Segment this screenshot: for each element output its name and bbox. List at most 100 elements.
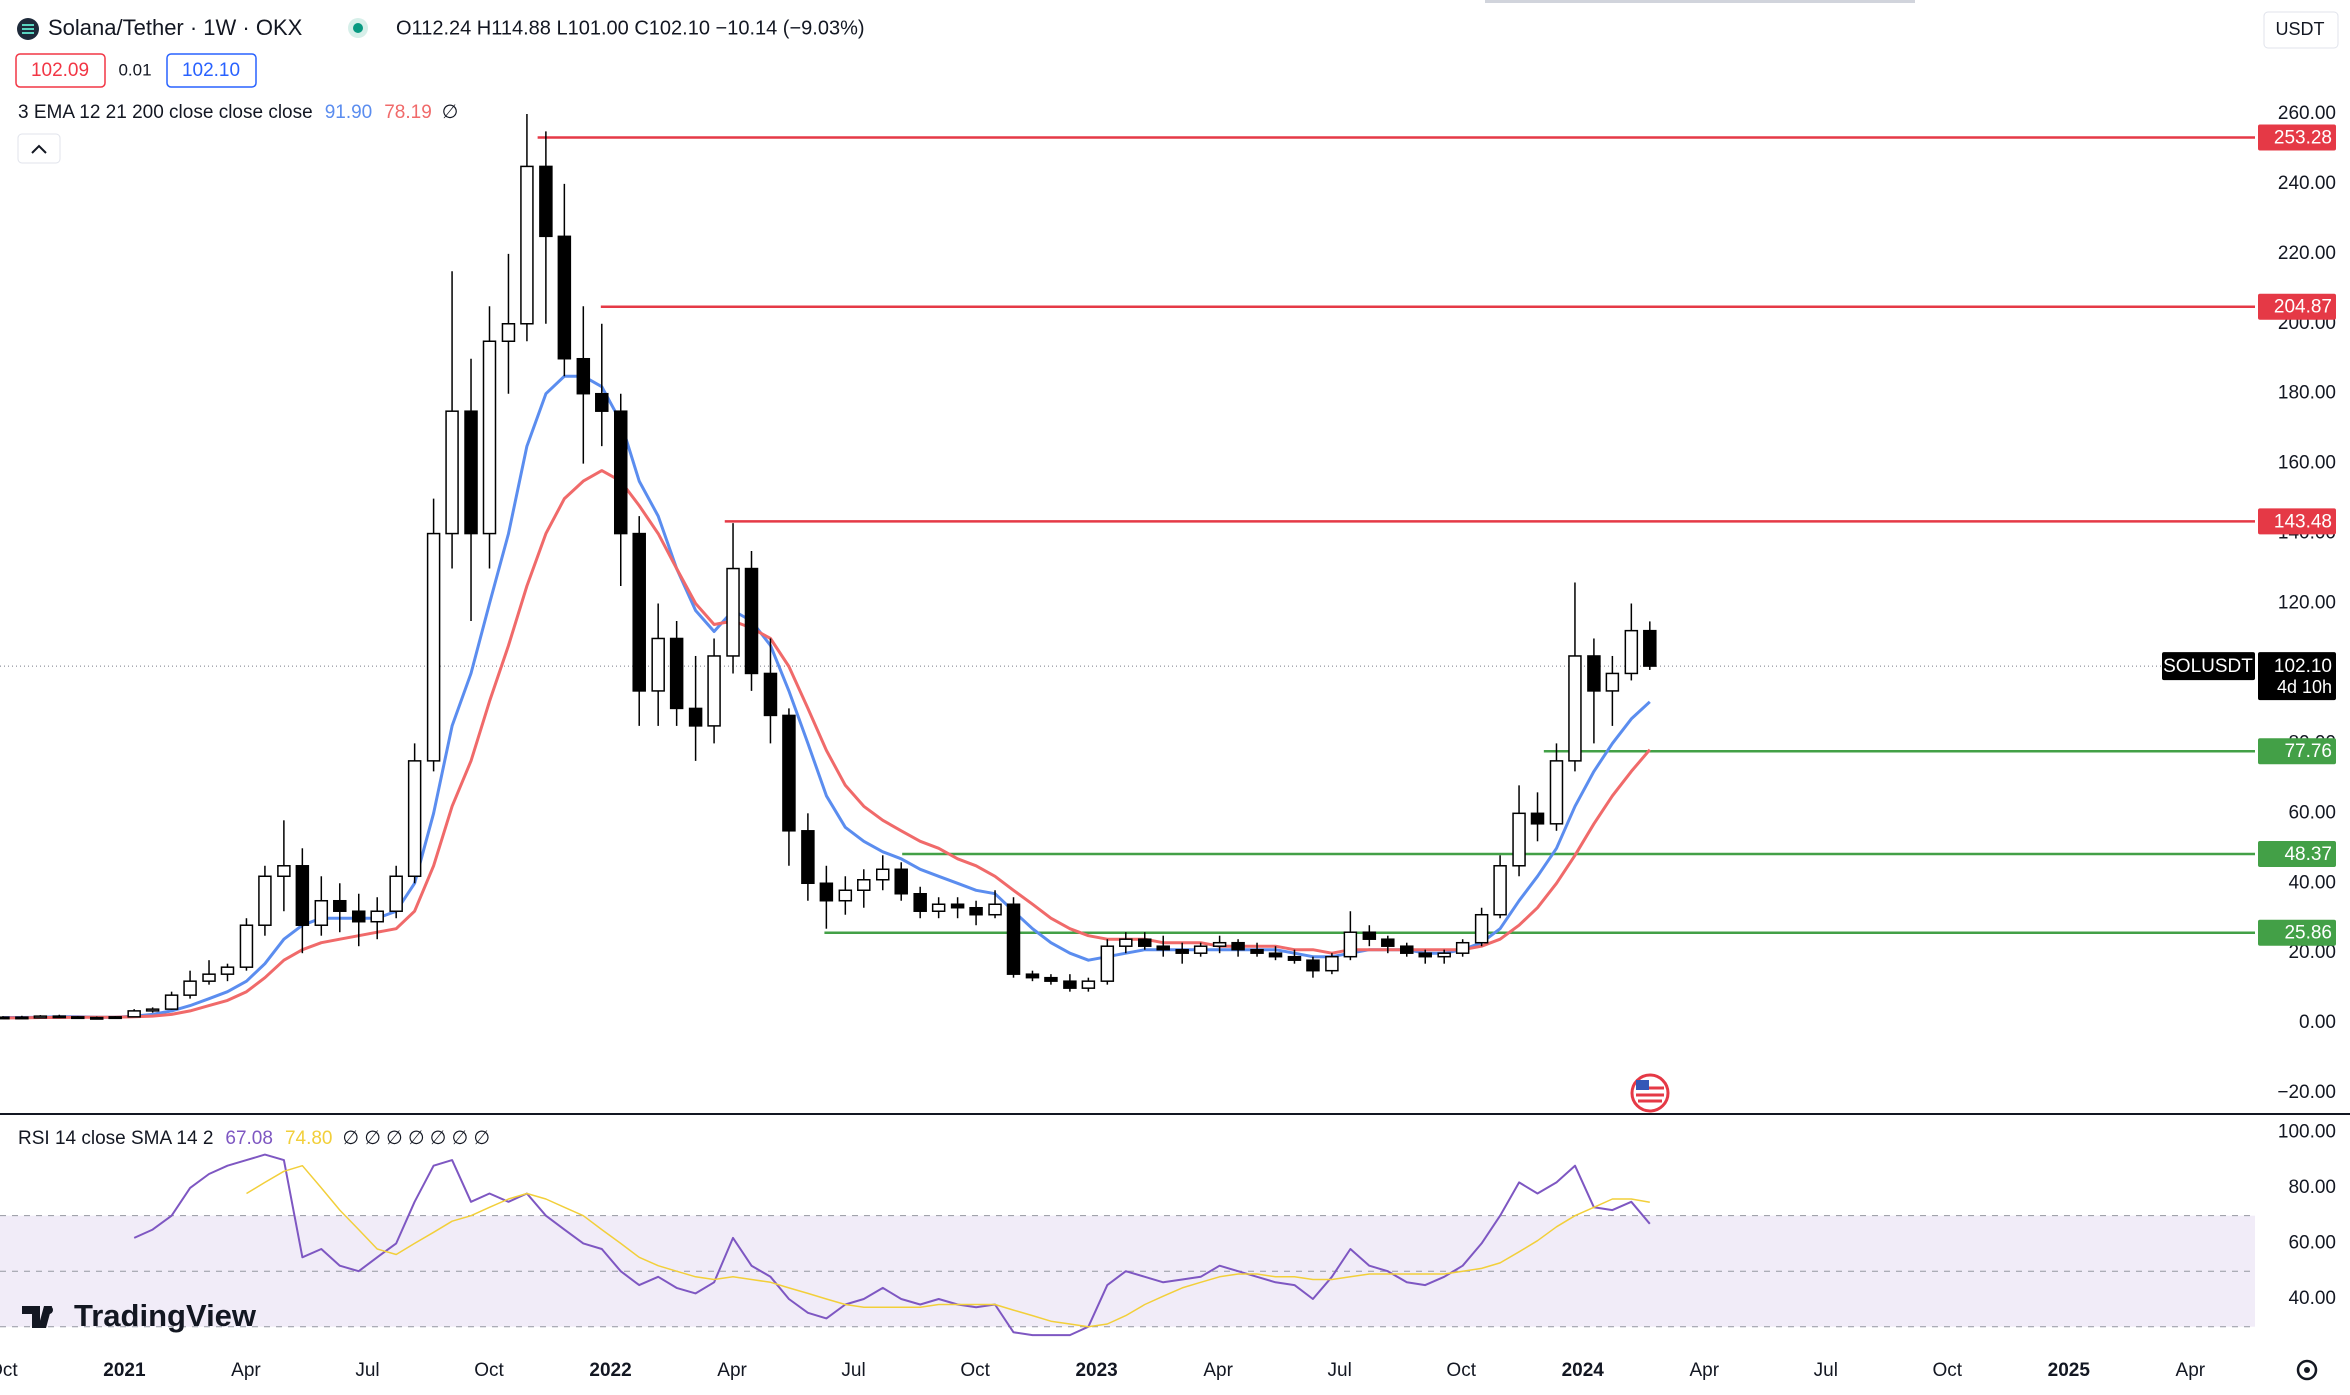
candle-body — [351, 910, 366, 923]
candle-body — [988, 903, 1002, 916]
candle-body — [1568, 655, 1582, 762]
logo: TradingView — [22, 1298, 257, 1333]
candle-body — [258, 875, 272, 926]
candle-body — [913, 892, 927, 912]
candle-body — [726, 567, 740, 657]
candle-body — [1081, 980, 1096, 989]
candle-body — [669, 637, 684, 710]
candle-body — [1006, 903, 1021, 975]
candle-body — [407, 760, 422, 878]
candle-body — [1549, 760, 1564, 825]
collapse-icon — [31, 144, 47, 154]
rsi-line — [246, 1164, 1650, 1328]
overlay-extra: ∅ — [442, 102, 459, 123]
y-tick-label: 20.00 — [2288, 942, 2336, 963]
x-tick-label: 2022 — [589, 1360, 631, 1381]
collapse-button[interactable] — [17, 133, 61, 164]
candle-body — [1643, 629, 1657, 667]
price-pane — [0, 113, 2261, 1351]
candle-body — [1493, 865, 1507, 916]
indicator-value: 74.80 — [285, 1128, 333, 1149]
x-tick-label: 2021 — [103, 1360, 146, 1381]
candle-body — [127, 1010, 141, 1018]
level-tag-label: 253.28 — [2274, 127, 2332, 148]
candle-body — [220, 966, 235, 975]
candle-body — [71, 1016, 85, 1020]
y-tick-label: 160.00 — [2278, 453, 2336, 474]
candle-body — [894, 868, 908, 895]
candle-body — [33, 1015, 48, 1019]
candle-body — [838, 889, 853, 902]
last-price-tag — [2258, 652, 2336, 701]
candle-body — [539, 165, 553, 238]
x-tick-label: Apr — [1203, 1360, 1233, 1381]
candle-body — [801, 830, 815, 885]
candle-body — [333, 899, 347, 912]
candle-body — [1063, 980, 1077, 989]
candle-body — [1044, 976, 1058, 982]
candle-body — [1437, 952, 1451, 958]
spread: 0.01 — [118, 60, 151, 79]
logo-text: TradingView — [74, 1298, 257, 1333]
candle-body — [1287, 955, 1302, 961]
candle-body — [277, 865, 291, 878]
last-price-label: 102.10 — [2274, 656, 2332, 677]
rsi-y-tick-label: 40.00 — [2288, 1288, 2336, 1309]
currency-button[interactable] — [2263, 11, 2339, 49]
candle-body — [1306, 959, 1320, 972]
y-tick-label: 260.00 — [2278, 103, 2336, 124]
candle-body — [520, 165, 534, 325]
candle-body — [426, 532, 441, 762]
level-tag-label: 143.48 — [2274, 511, 2332, 532]
candle-body — [1418, 952, 1432, 958]
candle-body — [295, 865, 310, 926]
settings-icon[interactable] — [2296, 1359, 2318, 1381]
level-tag-label: 25.86 — [2284, 923, 2332, 944]
candle-body — [1156, 945, 1170, 951]
candle-body — [1119, 938, 1133, 947]
candle-body — [744, 567, 759, 675]
symbol-title[interactable]: Solana/Tether · 1W · OKX — [48, 15, 303, 40]
x-tick-label: Apr — [1689, 1360, 1719, 1381]
gear-center — [2304, 1367, 2310, 1373]
candle-body — [1025, 973, 1040, 979]
overlay-legend[interactable]: 3 EMA 12 21 200 close close close 91.90 78… — [18, 102, 458, 123]
currency: USDT — [2276, 19, 2325, 39]
level-tag — [2258, 840, 2336, 867]
x-tick-label: Oct — [474, 1360, 504, 1381]
level-tag-label: 204.87 — [2274, 297, 2332, 318]
rsi-y-tick-label: 60.00 — [2288, 1232, 2336, 1253]
y-tick-label: 180.00 — [2278, 383, 2336, 404]
market-status — [353, 23, 363, 33]
candle-body — [0, 1016, 10, 1020]
overlay-legend-label: 3 EMA 12 21 200 close close close — [18, 102, 313, 123]
candle-body — [482, 340, 497, 535]
candle-body — [857, 879, 871, 892]
x-tick-label: Jul — [841, 1360, 865, 1381]
candle-body — [763, 672, 778, 717]
x-tick-label: Apr — [231, 1360, 261, 1381]
sell-price: 102.09 — [31, 60, 89, 81]
candle-body — [576, 357, 591, 395]
sell-button[interactable] — [15, 53, 106, 88]
y-tick-label: 240.00 — [2278, 173, 2336, 194]
candle-body — [1400, 945, 1414, 954]
candle-body — [688, 707, 703, 727]
candle-body — [202, 973, 216, 982]
candle-body — [164, 994, 179, 1010]
candle-body — [969, 906, 983, 916]
indicator-legend[interactable]: RSI 14 close SMA 14 2 67.08 74.80 ∅ ∅ ∅ ∅ ∅… — [18, 1128, 490, 1149]
candle-body — [1250, 948, 1264, 954]
x-tick-label: Apr — [717, 1360, 747, 1381]
x-tick-label: Oct — [1446, 1360, 1476, 1381]
candle-body — [183, 980, 197, 996]
level-tag — [2258, 293, 2336, 320]
candle-body — [1474, 913, 1489, 944]
candle-body — [145, 1008, 160, 1012]
candle-body — [1624, 629, 1639, 675]
candle-body — [1100, 945, 1115, 982]
candle-body — [632, 532, 646, 692]
flag-canton — [1636, 1080, 1649, 1090]
buy-button[interactable] — [166, 53, 257, 88]
